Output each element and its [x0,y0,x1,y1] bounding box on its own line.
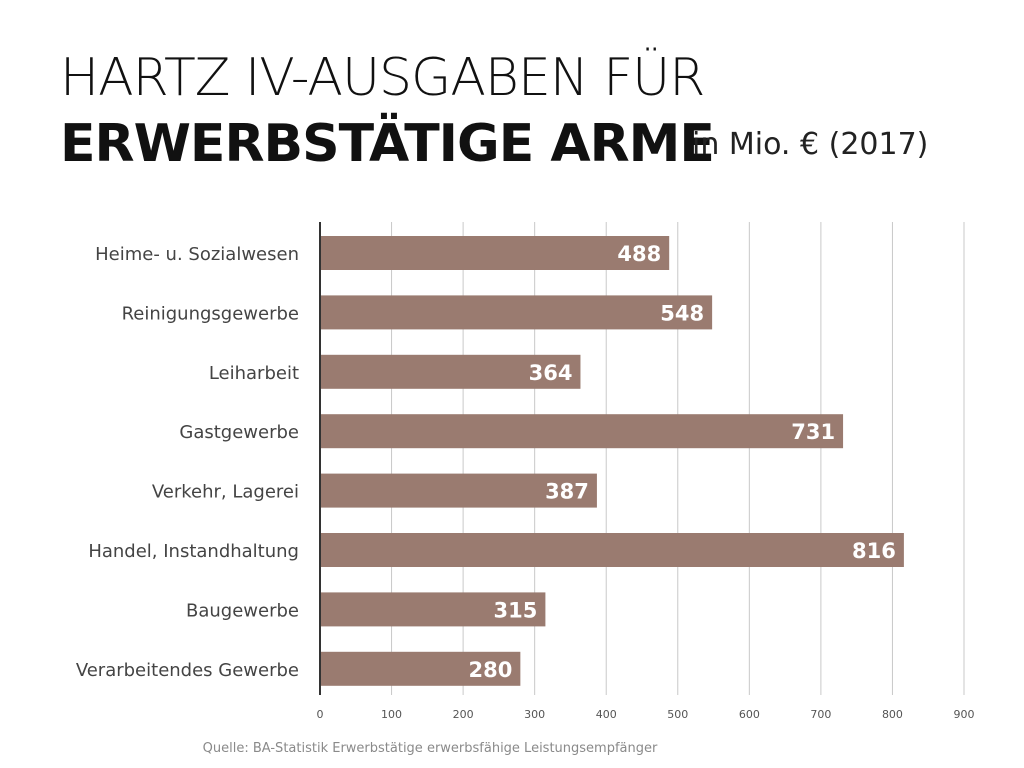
x-tick-label: 400 [596,708,617,721]
category-label: Heime- u. Sozialwesen [95,244,299,265]
x-tick-label: 300 [524,708,545,721]
x-tick-label: 700 [810,708,831,721]
x-tick-label: 200 [453,708,474,721]
data-label: 280 [469,658,513,682]
data-label: 731 [791,420,835,444]
bar [320,533,904,567]
bar [320,414,844,449]
data-label: 364 [529,361,573,385]
x-tick-label: 500 [667,708,688,721]
x-tick-label: 800 [882,708,903,721]
category-label: Leiharbeit [209,363,299,384]
category-label: Baugewerbe [186,600,299,621]
data-label: 548 [660,301,704,325]
data-label: 315 [494,598,538,622]
chart-title-line2: ERWERBSTÄTIGE ARME [60,114,715,174]
chart-unit-label: in Mio. € (2017) [692,127,929,162]
bar [320,651,521,686]
x-tick-label: 100 [381,708,402,721]
chart-title-line1: HARTZ IV-AUSGABEN FÜR [60,48,705,108]
bar [320,295,713,330]
data-label: 387 [545,480,589,504]
source-note: Quelle: BA-Statistik Erwerbstätige erwer… [202,741,658,756]
data-label: 488 [617,242,661,266]
bar [320,354,581,389]
category-label: Handel, Instandhaltung [88,541,299,562]
x-tick-label: 900 [954,708,975,721]
bar [320,473,597,508]
category-label: Verkehr, Lagerei [152,482,299,503]
category-label: Reinigungsgewerbe [122,303,299,324]
bar [320,236,670,270]
x-tick-label: 600 [739,708,760,721]
category-label: Gastgewerbe [179,422,299,443]
bar [320,592,546,627]
x-tick-label: 0 [317,708,324,721]
category-label: Verarbeitendes Gewerbe [76,660,299,681]
data-label: 816 [852,539,896,563]
